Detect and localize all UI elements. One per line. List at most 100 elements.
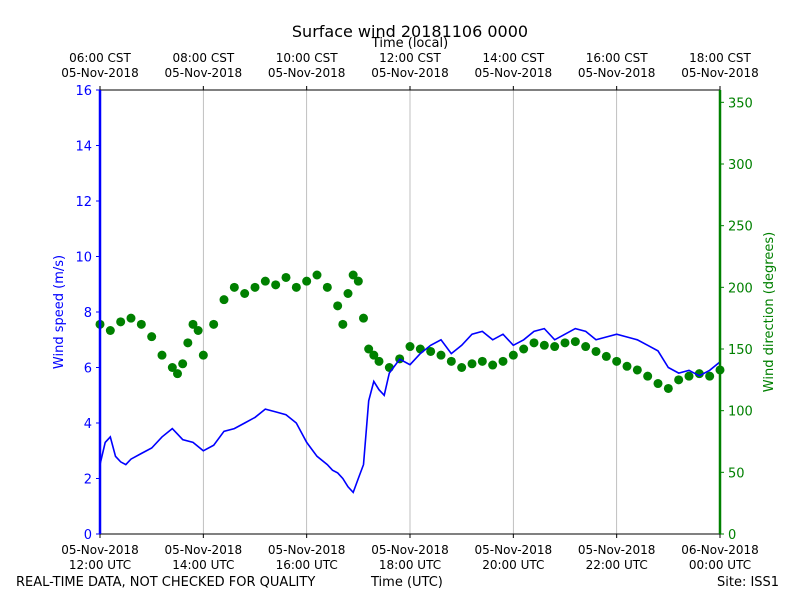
bottom-tick-date: 05-Nov-2018 [268,543,346,557]
wind-direction-point [560,338,570,348]
wind-direction-point [157,350,167,360]
wind-direction-point [488,360,498,370]
chart-title: Surface wind 20181106 0000 [292,22,528,41]
wind-direction-point [333,301,343,311]
wind-direction-point [116,317,126,327]
quality-disclaimer: REAL-TIME DATA, NOT CHECKED FOR QUALITY [16,575,316,590]
wind-direction-point [539,340,549,350]
wind-direction-point [126,313,136,323]
top-tick-date: 05-Nov-2018 [371,66,449,80]
wind-direction-point [198,350,208,360]
x-axis-label: Time (UTC) [371,575,443,590]
right-tick-label: 350 [728,96,753,111]
wind-direction-point [405,342,415,352]
left-tick-label: 14 [75,140,92,155]
wind-direction-point [312,270,322,280]
wind-direction-point [348,270,358,280]
bottom-tick-date: 06-Nov-2018 [681,543,759,557]
wind-direction-point [338,319,348,329]
wind-direction-point [374,356,384,366]
top-tick-time: 06:00 CST [69,51,131,65]
wind-direction-point [508,350,518,360]
wind-direction-point [467,359,477,369]
wind-direction-point [384,363,394,372]
wind-direction-point [167,363,177,372]
wind-direction-point [369,350,379,360]
top-tick-time: 12:00 CST [379,51,441,65]
bottom-tick-date: 05-Nov-2018 [61,543,139,557]
wind-direction-point [570,337,580,347]
wind-direction-point [622,361,632,371]
wind-direction-point [684,371,694,381]
right-tick-label: 150 [728,343,753,358]
right-tick-label: 50 [728,466,745,481]
bottom-tick-time: 16:00 UTC [276,558,338,572]
bottom-tick-date: 05-Nov-2018 [475,543,553,557]
wind-direction-point [436,350,446,360]
wind-direction-point [240,289,250,298]
right-tick-label: 200 [728,281,753,296]
bottom-tick-time: 12:00 UTC [69,558,131,572]
wind-direction-point [173,369,182,379]
wind-direction-point [364,344,374,354]
wind-direction-point [581,342,591,352]
left-tick-label: 4 [84,417,92,432]
wind-direction-point [302,276,312,286]
wind-direction-point [415,344,425,354]
wind-direction-point [322,282,332,292]
wind-direction-point [136,319,146,329]
wind-direction-point [291,282,301,292]
top-tick-date: 05-Nov-2018 [578,66,656,80]
wind-direction-point [188,319,198,329]
right-tick-label: 300 [728,158,753,173]
bottom-tick-date: 05-Nov-2018 [578,543,656,557]
wind-direction-point [147,332,157,342]
left-tick-label: 6 [84,362,92,377]
wind-direction-point [219,295,229,305]
bottom-tick-time: 18:00 UTC [379,558,441,572]
left-tick-label: 12 [75,195,92,210]
wind-direction-point [498,356,508,366]
wind-direction-point [178,359,188,369]
top-tick-time: 18:00 CST [689,51,751,65]
wind-direction-point [343,289,353,298]
left-tick-label: 0 [84,528,92,543]
left-tick-label: 8 [84,306,92,321]
wind-direction-point [705,371,715,381]
wind-direction-point [250,282,260,292]
right-tick-label: 250 [728,220,753,235]
wind-direction-point [353,276,363,286]
left-tick-label: 10 [75,251,92,266]
bottom-tick-date: 05-Nov-2018 [371,543,449,557]
wind-direction-point [183,338,193,348]
wind-direction-point [674,375,684,385]
top-tick-time: 10:00 CST [276,51,338,65]
top-tick-date: 05-Nov-2018 [268,66,346,80]
left-axis-label: Wind speed (m/s) [52,255,67,369]
wind-direction-point [359,313,368,323]
left-tick-label: 16 [75,84,92,99]
top-tick-date: 05-Nov-2018 [475,66,553,80]
top-tick-date: 05-Nov-2018 [61,66,139,80]
top-tick-date: 05-Nov-2018 [681,66,759,80]
wind-direction-point [550,342,560,352]
wind-direction-point [519,344,529,354]
wind-direction-point [663,383,673,393]
bottom-tick-time: 22:00 UTC [586,558,648,572]
right-tick-label: 0 [728,528,736,543]
wind-direction-point [653,379,663,389]
wind-direction-point [694,369,704,379]
wind-direction-point [271,280,281,290]
wind-direction-point [529,338,539,348]
top-tick-time: 16:00 CST [586,51,648,65]
wind-direction-point [209,319,219,329]
wind-direction-point [477,356,487,366]
top-tick-time: 08:00 CST [172,51,234,65]
wind-direction-point [612,356,622,366]
wind-speed-line [99,327,721,494]
right-axis-label: Wind direction (degrees) [762,232,777,392]
bottom-tick-time: 00:00 UTC [689,558,751,572]
top-axis-label: Time (local) [371,36,448,51]
bottom-tick-time: 20:00 UTC [482,558,544,572]
